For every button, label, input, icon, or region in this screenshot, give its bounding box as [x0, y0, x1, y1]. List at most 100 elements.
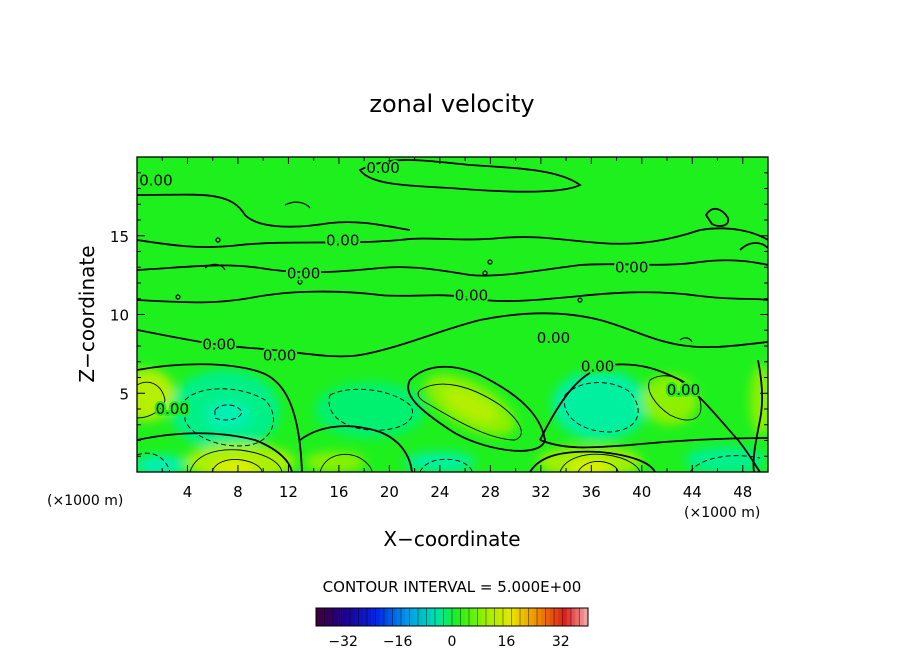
- shade-patch: [568, 460, 612, 472]
- y-tick-label: 5: [119, 385, 129, 403]
- colorbar-cell: [583, 608, 589, 626]
- colorbar-cell: [435, 608, 440, 626]
- zero-contour: [407, 365, 546, 452]
- colorbar-cell: [337, 608, 342, 626]
- colorbar-cell: [388, 608, 393, 626]
- contour-speck: [204, 263, 226, 271]
- colorbar-cell: [328, 608, 334, 626]
- colorbar-cell: [473, 608, 478, 626]
- zero-contour: [137, 432, 293, 472]
- colorbar-cell: [409, 608, 415, 626]
- colorbar-cell: [541, 608, 546, 626]
- colorbar-cell: [405, 608, 410, 626]
- x-tick-label: 44: [683, 483, 702, 501]
- positive-contour: [559, 453, 641, 472]
- shade-patch: [305, 452, 365, 472]
- x-tick-label: 8: [233, 483, 243, 501]
- zero-contour: [539, 437, 768, 449]
- contour-label: 0.00: [139, 172, 172, 190]
- contour-label: 0.00: [263, 346, 296, 364]
- contour-label: 0.00: [537, 329, 570, 347]
- y-axis-label: Z−coordinate: [75, 245, 99, 382]
- contour-speck: [175, 294, 181, 300]
- colorbar-cell: [384, 608, 389, 626]
- colorbar-cell: [358, 608, 364, 626]
- contour-label: 0.00: [581, 357, 614, 375]
- colorbar-cell: [562, 608, 568, 626]
- colorbar-cell: [464, 608, 470, 626]
- contour-label: 0.00: [326, 231, 359, 249]
- negative-contour: [137, 452, 171, 472]
- colorbar-cell: [350, 608, 355, 626]
- shade-patch: [315, 382, 425, 438]
- colorbar-cell: [371, 608, 376, 626]
- zero-contour: [137, 312, 768, 358]
- x-unit-label-left: (×1000 m): [47, 493, 123, 509]
- contour-speck: [284, 201, 311, 209]
- zero-contour: [299, 425, 413, 472]
- colorbar-tick-label: 32: [552, 634, 570, 650]
- colorbar-tick-label: 0: [448, 634, 457, 650]
- colorbar-cell: [507, 608, 512, 626]
- negative-contours: [137, 382, 761, 472]
- colorbar-cell: [379, 608, 385, 626]
- colorbar-cell: [401, 608, 406, 626]
- zero-contour: [358, 159, 582, 193]
- contour-speck: [487, 259, 493, 265]
- zero-contour: [752, 359, 764, 472]
- colorbar-cell: [333, 608, 338, 626]
- chart-title: zonal velocity: [369, 90, 534, 118]
- contour-speck: [482, 270, 488, 276]
- contour-label: 0.00: [202, 335, 235, 353]
- x-tick-label: 28: [481, 483, 500, 501]
- contour-label: 0.00: [615, 258, 648, 276]
- small-contour-features: [175, 201, 693, 343]
- x-tick-label: 48: [733, 483, 752, 501]
- colorbar-cell: [549, 608, 555, 626]
- shade-patch: [137, 455, 185, 472]
- colorbar-cell: [316, 608, 321, 626]
- colorbar-cell: [362, 608, 368, 626]
- colorbar-cell: [575, 608, 580, 626]
- shade-patch: [685, 446, 765, 472]
- colorbar-cell: [579, 608, 585, 626]
- zero-contour: [529, 450, 656, 472]
- colorbar-cell: [511, 608, 517, 626]
- colorbar-cell: [447, 608, 453, 626]
- negative-contour: [689, 455, 761, 472]
- contour-label: 0.00: [287, 265, 320, 283]
- plot-area: [137, 157, 768, 472]
- y-tick-label: 10: [110, 307, 129, 325]
- colorbar-cell: [456, 608, 461, 626]
- zero-contour: [539, 363, 761, 472]
- positive-contour: [417, 383, 522, 441]
- x-tick-label: 36: [582, 483, 601, 501]
- colorbar-cell: [545, 608, 551, 626]
- colorbar-cell: [515, 608, 521, 626]
- contour-speck: [215, 237, 221, 243]
- colorbar-cell: [413, 608, 419, 626]
- colorbar-cell: [392, 608, 398, 626]
- x-tick-label: 20: [380, 483, 399, 501]
- zero-contour: [137, 259, 768, 277]
- shade-patch: [552, 370, 648, 440]
- colorbar-cell: [481, 608, 487, 626]
- colorbar-cell: [430, 608, 436, 626]
- colorbar-cell: [320, 608, 325, 626]
- negative-contour: [214, 404, 243, 421]
- zero-contour: [137, 227, 768, 248]
- colorbar-cell: [520, 608, 525, 626]
- zero-contour: [137, 363, 303, 472]
- colorbar-cell: [452, 608, 457, 626]
- contour-interval-text: CONTOUR INTERVAL = 5.000E+00: [323, 578, 582, 596]
- positive-contour: [189, 449, 283, 472]
- contour-speck: [679, 337, 693, 343]
- contour-speck: [297, 279, 303, 285]
- negative-contour: [563, 382, 639, 433]
- zero-contour: [739, 242, 768, 251]
- positive-contour: [137, 381, 166, 419]
- positive-contours: [137, 375, 702, 472]
- x-tick-label: 32: [531, 483, 550, 501]
- shade-patch: [642, 375, 698, 425]
